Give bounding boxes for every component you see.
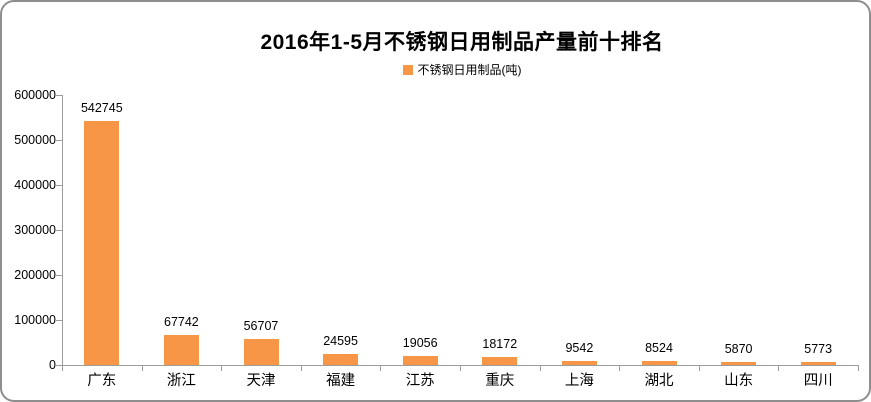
legend-swatch-icon — [402, 65, 413, 75]
y-axis-tick-label: 200000 — [14, 268, 56, 282]
x-axis-category-label: 重庆 — [485, 373, 515, 389]
bar — [721, 362, 757, 365]
x-axis-tick — [460, 366, 461, 371]
y-axis-tick-label: 100000 — [14, 313, 56, 327]
x-axis-tick — [619, 366, 621, 371]
bar-value-label: 542745 — [80, 100, 123, 115]
y-axis-tick — [56, 95, 62, 96]
y-axis-tick — [56, 320, 62, 321]
x-axis-category-label: 上海 — [564, 373, 594, 389]
x-axis-category-label: 山东 — [724, 373, 754, 389]
y-axis-tick-label: 300000 — [14, 223, 56, 237]
x-axis-category-label: 广东 — [87, 373, 117, 389]
x-axis-line — [62, 365, 859, 366]
x-axis-category-label: 福建 — [326, 373, 356, 389]
bar-value-label: 9542 — [565, 340, 594, 355]
y-axis-tick-label: 600000 — [14, 88, 56, 102]
chart-legend: 不锈钢日用制品(吨) — [62, 63, 862, 77]
x-axis-tick — [778, 366, 780, 371]
bar — [641, 361, 677, 365]
x-axis-tick — [698, 366, 700, 371]
bar — [800, 362, 836, 365]
bar-value-label: 67742 — [164, 314, 199, 329]
y-axis-tick — [56, 185, 62, 186]
bar-value-label: 56707 — [243, 319, 279, 334]
bar — [561, 360, 597, 365]
y-axis-tick — [56, 275, 62, 276]
bar — [243, 339, 279, 365]
bar-value-label: 19056 — [402, 336, 438, 351]
chart-title: 2016年1-5月不锈钢日用制品产量前十排名 — [260, 31, 664, 54]
y-axis-tick — [56, 230, 62, 231]
y-axis-line — [62, 95, 63, 366]
x-axis-tick — [221, 366, 223, 371]
x-axis-tick — [141, 366, 143, 371]
x-axis-tick — [858, 366, 859, 371]
x-axis-tick — [380, 366, 382, 371]
y-axis-tick — [56, 140, 62, 141]
bar-value-label: 24595 — [323, 333, 358, 348]
bar — [323, 353, 359, 365]
y-axis-tick-label: 500000 — [14, 133, 56, 147]
y-axis-tick-label: 0 — [49, 358, 56, 372]
bar-value-label: 8524 — [645, 341, 673, 356]
bar — [482, 356, 518, 365]
x-axis-category-label: 天津 — [246, 373, 276, 389]
legend-label: 不锈钢日用制品(吨) — [417, 63, 522, 77]
x-axis-tick — [539, 366, 541, 371]
x-axis-tick — [62, 366, 63, 371]
x-axis-tick — [300, 366, 302, 371]
y-axis-tick — [56, 365, 62, 366]
bar — [84, 120, 120, 365]
bar — [163, 334, 199, 365]
bar-value-label: 18172 — [482, 336, 518, 351]
y-axis-tick-label: 400000 — [14, 178, 56, 192]
x-axis-category-label: 浙江 — [166, 373, 196, 389]
bar-value-label: 5870 — [724, 342, 753, 357]
bar — [402, 356, 438, 365]
x-axis-category-label: 湖北 — [644, 373, 674, 389]
x-axis-category-label: 江苏 — [405, 373, 435, 389]
bar-value-label: 5773 — [804, 342, 833, 357]
x-axis-category-label: 四川 — [803, 373, 833, 389]
